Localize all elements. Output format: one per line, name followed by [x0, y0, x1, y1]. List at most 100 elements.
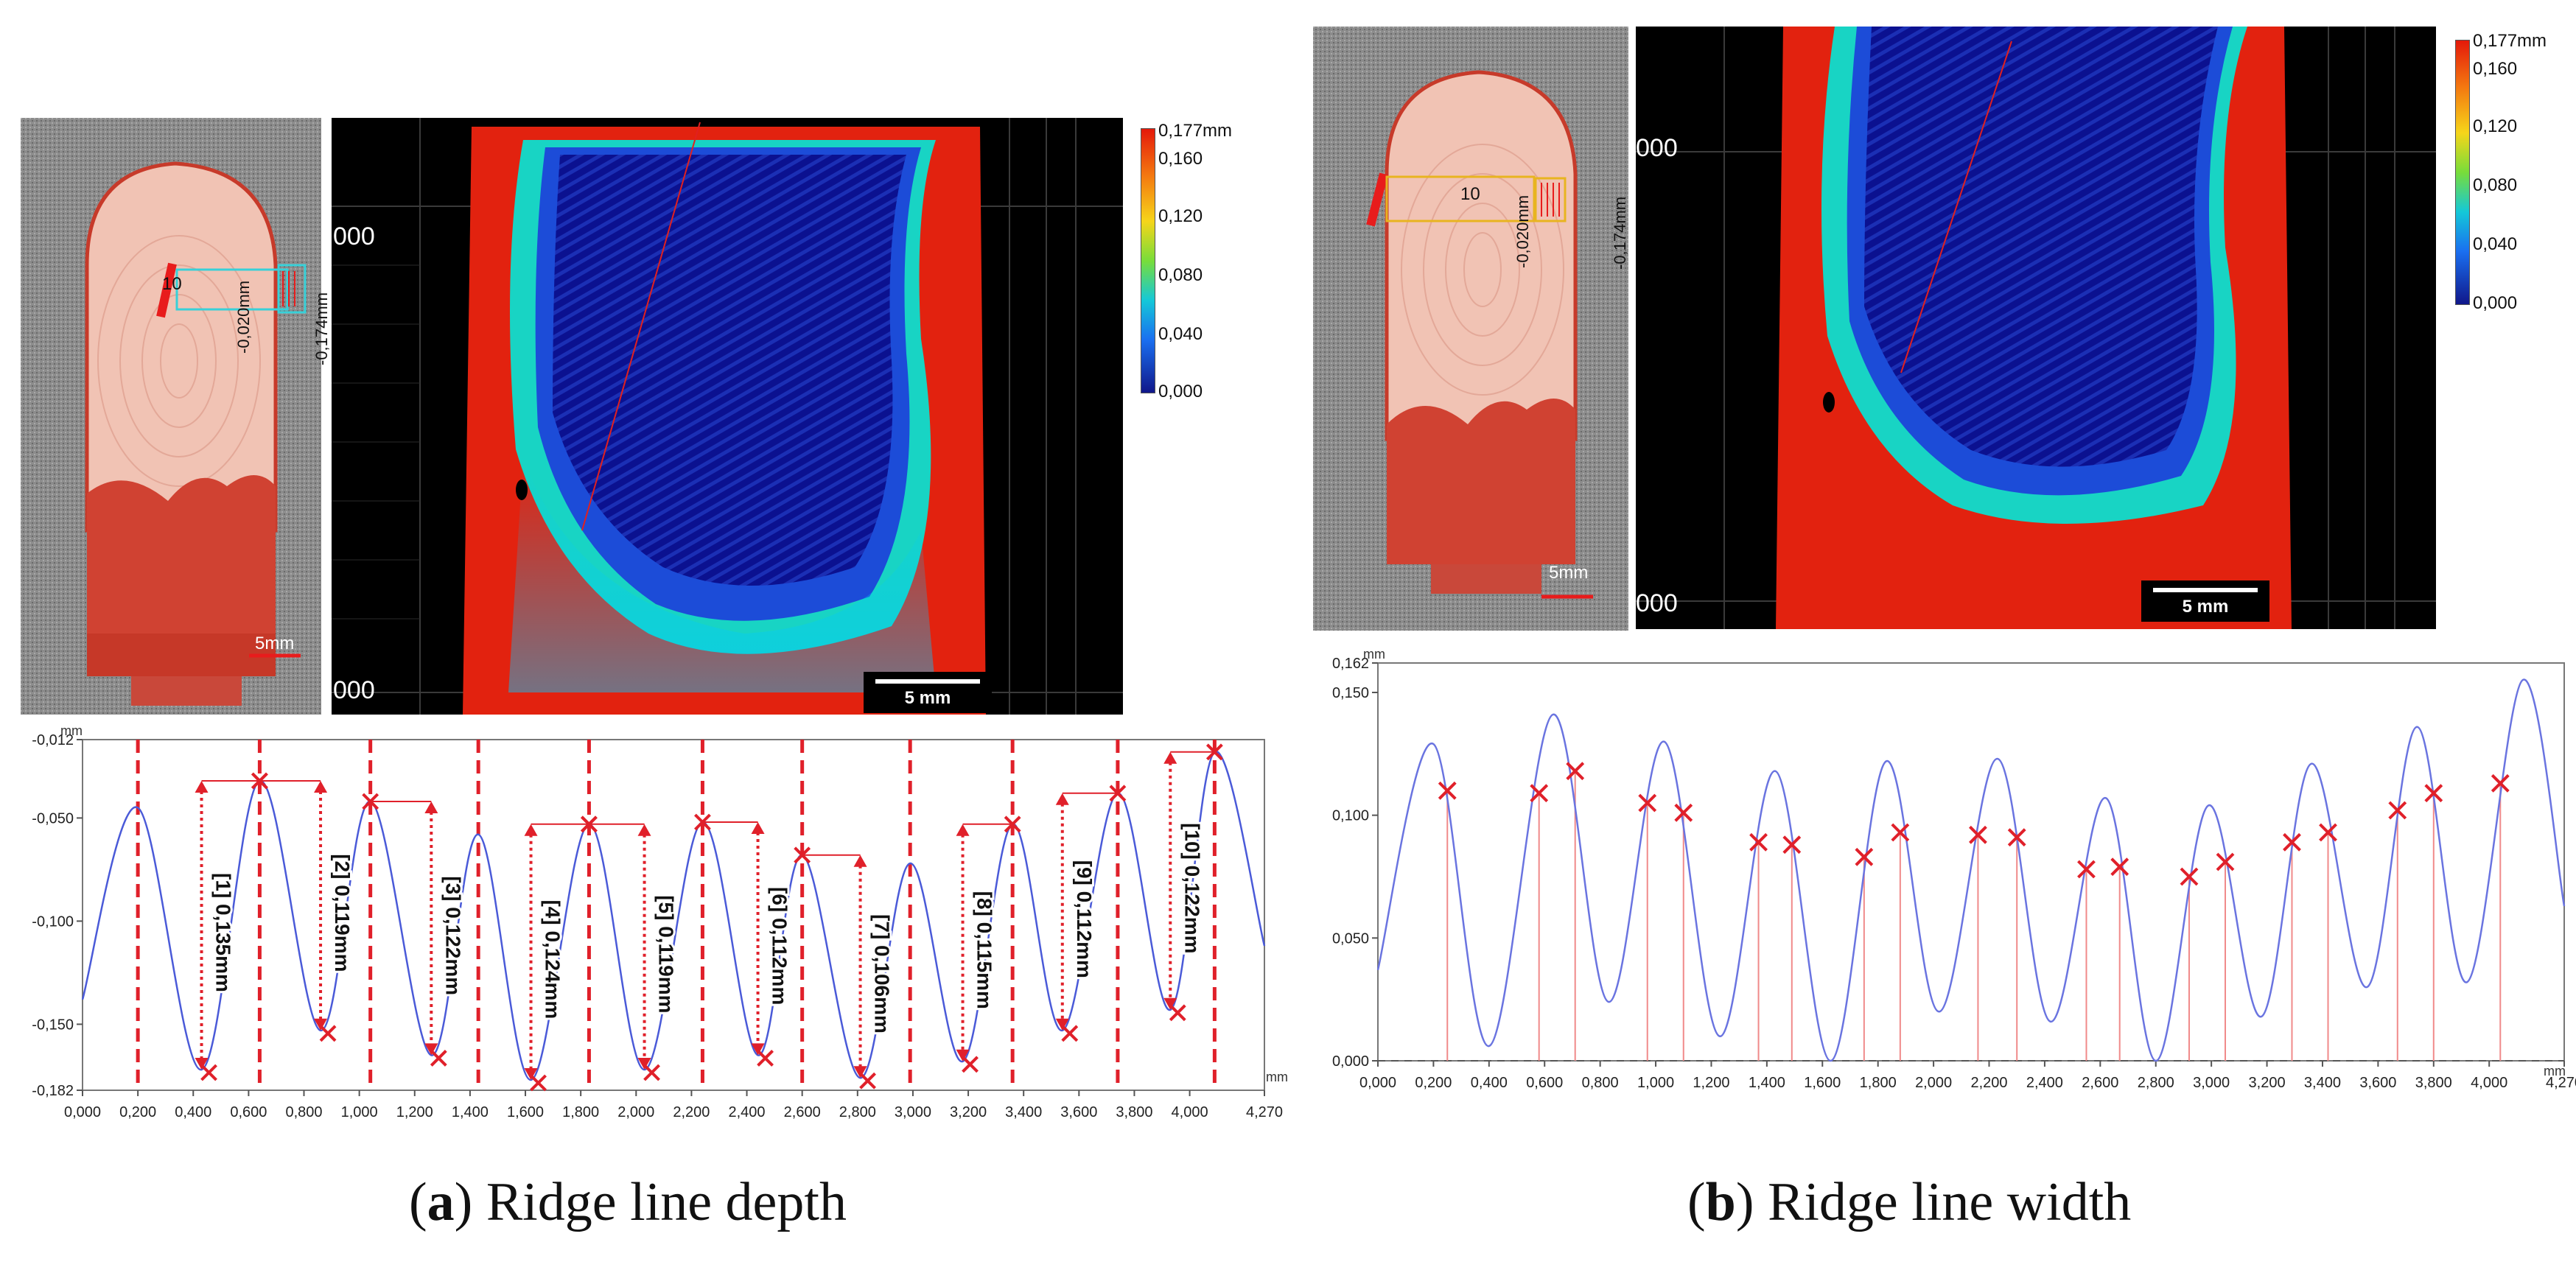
- colorbar-a-label-2: 0,120: [1158, 206, 1203, 226]
- colorbar-a-label-3: 0,080: [1158, 265, 1203, 285]
- width-point-marker: [1969, 825, 1987, 844]
- measurement-label: [1] 0,135mm: [212, 873, 235, 992]
- colorbar-a: [1141, 128, 1155, 393]
- width-point-marker: [1438, 781, 1457, 800]
- measurement-label: [3] 0,122mm: [441, 876, 464, 995]
- x-tick-label: 0,400: [175, 1104, 211, 1120]
- width-point-marker: [1891, 823, 1910, 842]
- caption-b-text: Ridge line width: [1754, 1172, 2132, 1232]
- caption-a-text: Ridge line depth: [472, 1172, 847, 1232]
- y-tick-label: 0,000: [1332, 1053, 1369, 1070]
- measure-top-x: [362, 793, 379, 810]
- x-tick-label: 0,600: [230, 1104, 267, 1120]
- x-tick-label: 2,000: [1915, 1075, 1952, 1091]
- inset-label-020: -0,020mm: [234, 280, 253, 354]
- x-tick-label: 1,000: [341, 1104, 378, 1120]
- measure-arrow-up: [637, 824, 651, 836]
- inset-label-10: 10: [162, 274, 182, 294]
- width-point-marker: [2491, 773, 2510, 793]
- measure-top-x: [251, 772, 268, 790]
- x-tick-label: 1,600: [1804, 1075, 1841, 1091]
- measure-arrow-up: [853, 855, 867, 867]
- measurement-label: [9] 0,112mm: [1073, 860, 1096, 978]
- width-point-marker: [2007, 828, 2026, 847]
- measure-bottom-x: [859, 1072, 876, 1090]
- measure-arrow-down: [524, 1068, 538, 1080]
- x-tick-label: 1,800: [562, 1104, 599, 1120]
- measure-arrow-down: [1163, 997, 1177, 1010]
- caption-a: (a) Ridge line depth: [409, 1172, 847, 1232]
- y-tick-label: 0,050: [1332, 930, 1369, 947]
- measure-arrow-down: [424, 1043, 438, 1056]
- colorbar-a-label-1: 0,160: [1158, 149, 1203, 169]
- map-tick-bottom: 000: [333, 676, 375, 704]
- measure-arrow-up: [524, 824, 538, 836]
- x-tick-label: 3,800: [2415, 1075, 2452, 1091]
- measure-arrow-down: [314, 1018, 328, 1031]
- x-tick-label: 1,600: [507, 1104, 544, 1120]
- x-tick-label: 2,200: [673, 1104, 710, 1120]
- y-tick-label: -0,100: [32, 913, 74, 930]
- inset-photo-b-graphic: [1313, 27, 1628, 631]
- measure-top-x: [1004, 815, 1021, 833]
- width-point-marker: [2424, 784, 2443, 803]
- measure-arrow-up: [1055, 793, 1069, 805]
- x-tick-label: 0,800: [1582, 1075, 1619, 1091]
- deviation-map-a: 000 000 5 mm: [332, 118, 1123, 715]
- y-tick-label: 0,100: [1332, 808, 1369, 824]
- y-tick-label: 0,162: [1332, 656, 1369, 672]
- x-tick-label: 0,000: [1359, 1075, 1396, 1091]
- x-tick-label: 4,270: [1246, 1104, 1283, 1120]
- x-tick-label: 1,200: [1693, 1075, 1729, 1091]
- measurement-label: [8] 0,115mm: [973, 891, 996, 1009]
- measure-bottom-x: [430, 1049, 447, 1067]
- measure-bottom-x: [530, 1074, 547, 1092]
- x-tick-label: 3,600: [2359, 1075, 2396, 1091]
- measure-arrow-down: [637, 1058, 651, 1070]
- measure-arrow-down: [195, 1058, 209, 1070]
- measure-bottom-x: [319, 1025, 337, 1042]
- measure-top-x: [794, 846, 811, 864]
- map-scale-label: 5 mm: [904, 688, 951, 708]
- y-tick-label: -0,182: [32, 1083, 74, 1099]
- x-tick-label: 0,200: [119, 1104, 156, 1120]
- width-point-marker: [1530, 784, 1549, 803]
- colorbar-a-label-5: 0,000: [1158, 382, 1203, 401]
- inset-b-label-10: 10: [1460, 184, 1480, 204]
- x-tick-label: 1,800: [1860, 1075, 1897, 1091]
- x-tick-label: 2,600: [784, 1104, 821, 1120]
- measure-arrow-down: [751, 1043, 765, 1056]
- measurement-label: [10] 0,122mm: [1180, 823, 1203, 953]
- x-tick-label: 3,000: [2193, 1075, 2230, 1091]
- y-tick-label: 0,150: [1332, 685, 1369, 701]
- y-tick-label: -0,050: [32, 810, 74, 827]
- measure-bottom-x: [1169, 1004, 1186, 1022]
- measure-top-x: [1205, 743, 1223, 761]
- x-tick-label: 2,000: [617, 1104, 654, 1120]
- colorbar-b-label-3: 0,080: [2473, 175, 2518, 195]
- x-tick-label: 3,400: [1005, 1104, 1042, 1120]
- colorbar-a-label-0: 0,177mm: [1158, 121, 1233, 141]
- measure-arrow-up: [424, 801, 438, 813]
- x-tick-label: 2,400: [729, 1104, 766, 1120]
- map-tick-top: 000: [333, 222, 375, 250]
- measure-top-x: [694, 813, 711, 831]
- width-point-marker: [1638, 793, 1657, 813]
- caption-b-letter: b: [1705, 1172, 1736, 1232]
- measure-arrow-up: [195, 781, 209, 793]
- x-tick-label: 3,000: [895, 1104, 931, 1120]
- measure-bottom-x: [757, 1049, 774, 1067]
- width-point-marker: [1749, 832, 1768, 852]
- x-tick-label: 2,800: [2138, 1075, 2174, 1091]
- colorbar-b: [2455, 40, 2470, 305]
- x-tick-label: 3,600: [1060, 1104, 1097, 1120]
- measurement-label: [7] 0,106mm: [871, 914, 894, 1034]
- measure-arrow-down: [956, 1049, 970, 1062]
- x-tick-label: 3,400: [2304, 1075, 2341, 1091]
- deviation-map-a-graphic: [332, 118, 1123, 715]
- inset-scale-label: 5mm: [255, 634, 295, 653]
- y-tick-label: -0,012: [32, 732, 74, 748]
- x-tick-label: 4,000: [2471, 1075, 2507, 1091]
- colorbar-b-label-4: 0,040: [2473, 234, 2518, 254]
- deviation-map-b-graphic: [1636, 27, 2436, 629]
